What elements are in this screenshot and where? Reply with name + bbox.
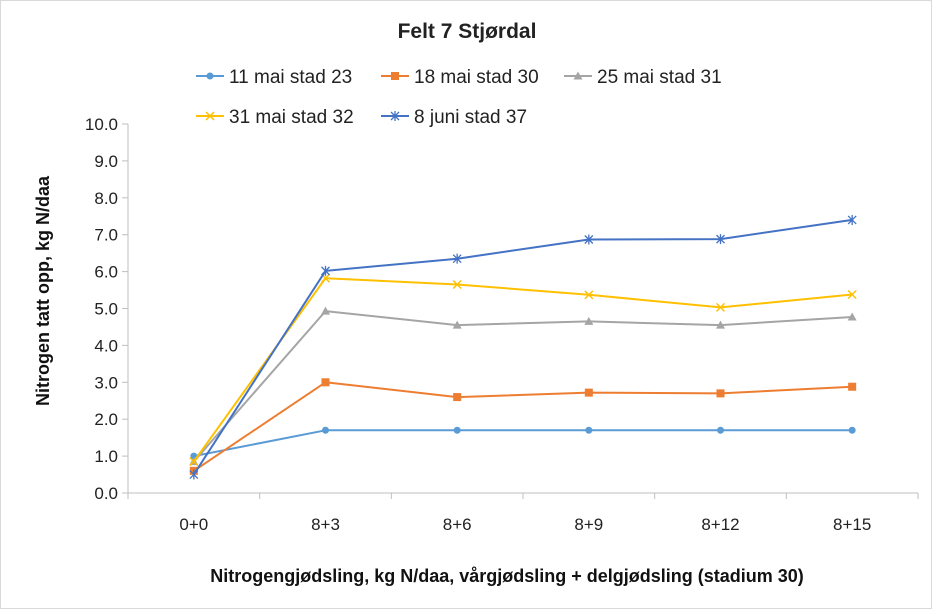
series-2 (189, 378, 857, 475)
data-point (715, 302, 726, 312)
x-tick-label: 0+0 (179, 515, 208, 534)
legend-label: 31 mai stad 32 (229, 107, 354, 128)
series-line (193, 429, 853, 458)
data-point (585, 426, 593, 434)
data-point (717, 426, 724, 434)
x-tick-label: 8+3 (311, 515, 340, 534)
data-point (584, 234, 594, 245)
data-point (452, 279, 462, 290)
y-tick-label: 5.0 (94, 300, 118, 319)
data-point (716, 320, 725, 329)
y-tick-label: 8.0 (94, 189, 118, 208)
x-axis-title: Nitrogengjødsling, kg N/daa, vårgjødslin… (210, 566, 804, 586)
series-4 (189, 273, 857, 467)
series-3 (189, 306, 857, 466)
series-line (193, 310, 853, 463)
data-point (848, 382, 857, 391)
data-point (584, 388, 593, 397)
legend-marker (205, 111, 215, 121)
legend-label: 8 juni stad 37 (414, 107, 527, 128)
legend-item: 18 mai stad 30 (381, 67, 539, 88)
y-tick-label: 2.0 (94, 410, 118, 429)
legend-item: 25 mai stad 31 (564, 67, 722, 88)
data-point (716, 389, 725, 398)
series-layer (189, 214, 857, 480)
legend: 11 mai stad 23 18 mai stad 30 25 mai stad … (196, 67, 722, 128)
legend-marker (390, 111, 400, 121)
legend-item: 8 juni stad 37 (381, 107, 527, 128)
y-axis-title: Nitrogen tatt opp, kg N/daa (33, 175, 53, 406)
data-point (321, 306, 330, 315)
x-tick-label: 8+12 (701, 515, 739, 534)
data-point (848, 426, 856, 434)
legend-marker (206, 72, 214, 80)
y-tick-label: 1.0 (94, 447, 118, 466)
data-point (321, 378, 330, 387)
legend-item: 11 mai stad 23 (196, 67, 352, 88)
data-point (584, 290, 594, 300)
data-point (189, 469, 199, 480)
series-line (193, 381, 853, 472)
data-point (452, 253, 462, 264)
data-point (453, 426, 461, 434)
legend-label: 25 mai stad 31 (597, 67, 722, 88)
y-tick-label: 3.0 (94, 373, 118, 392)
y-tick-label: 7.0 (94, 226, 118, 245)
legend-item: 31 mai stad 32 (196, 107, 354, 128)
data-point (716, 234, 725, 245)
data-point (453, 393, 462, 402)
data-point (847, 214, 857, 225)
series-5 (189, 214, 857, 480)
series-line (192, 218, 853, 476)
x-tick-label: 8+15 (833, 515, 871, 534)
y-tick-label: 6.0 (94, 263, 118, 282)
series-line (192, 277, 853, 463)
data-point (322, 426, 329, 434)
data-point (189, 457, 199, 467)
axes: 0.0 1.0 2.0 3.0 4.0 5.0 6.0 7.0 8.0 9.0 10.0 0+0 8+3… (85, 115, 919, 534)
data-point (452, 320, 462, 329)
data-point (847, 289, 857, 300)
y-tick-label: 4.0 (94, 336, 118, 355)
legend-marker (573, 71, 583, 80)
x-tick-label: 8+6 (443, 515, 472, 534)
y-tick-label: 9.0 (94, 152, 118, 171)
legend-label: 18 mai stad 30 (414, 67, 539, 88)
y-tick-label: 0.0 (94, 484, 118, 503)
legend-label: 11 mai stad 23 (229, 67, 352, 88)
series-1 (190, 426, 856, 460)
data-point (847, 312, 857, 321)
data-point (321, 265, 330, 276)
x-tick-label: 8+9 (574, 515, 603, 534)
y-tick-label: 10.0 (85, 115, 118, 134)
chart-title: Felt 7 Stjørdal (398, 20, 537, 43)
data-point (584, 316, 594, 325)
legend-marker (391, 72, 399, 80)
